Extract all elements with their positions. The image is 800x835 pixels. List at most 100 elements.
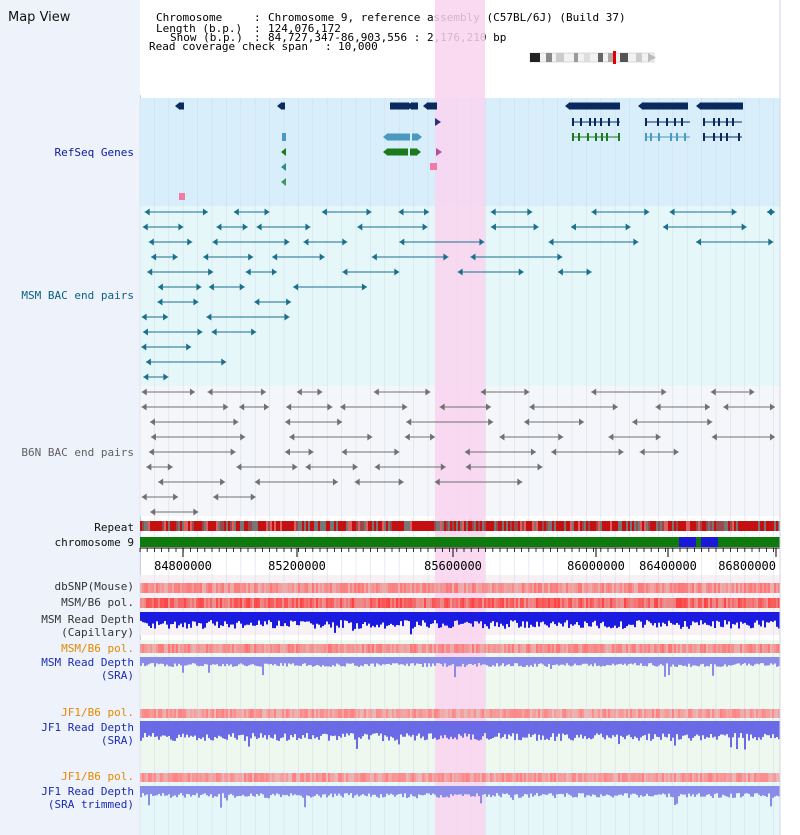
label-jf1-depth-sra-1[interactable]: JF1 Read Depth xyxy=(41,721,134,734)
depth-bar xyxy=(656,657,658,667)
depth-bar xyxy=(522,786,524,797)
polymorphism-cell xyxy=(440,709,442,718)
msm-bac-track[interactable] xyxy=(141,208,775,381)
b6n-bac-pair-end xyxy=(524,388,530,396)
polymorphism-cell xyxy=(280,709,282,718)
label-jf1-b6-pol-2[interactable]: JF1/B6 pol. xyxy=(61,770,134,783)
depth-bar xyxy=(488,657,490,667)
label-dbsnp[interactable]: dbSNP(Mouse) xyxy=(54,580,134,593)
depth-bar xyxy=(168,612,170,629)
depth-bar xyxy=(610,786,612,797)
repeat-mark xyxy=(608,521,610,531)
depth-bar xyxy=(700,721,702,741)
label-b6n-bac[interactable]: B6N BAC end pairs xyxy=(21,446,134,459)
b6n-bac-track[interactable] xyxy=(141,388,775,516)
repeat-mark xyxy=(416,521,418,531)
polymorphism-cell xyxy=(248,583,250,593)
depth-bar xyxy=(324,786,326,795)
polymorphism-cell xyxy=(652,709,654,718)
label-msm-b6-pol-1[interactable]: MSM/B6 pol. xyxy=(61,596,134,609)
read-depth-tracks[interactable] xyxy=(140,612,780,808)
label-jf1-b6-pol-1[interactable]: JF1/B6 pol. xyxy=(61,706,134,719)
repeat-track[interactable] xyxy=(140,521,780,531)
label-chromosome[interactable]: chromosome 9 xyxy=(54,536,134,549)
refseq-genes-track[interactable] xyxy=(175,102,743,200)
depth-bar xyxy=(256,612,258,625)
label-msm-depth-capillary-1[interactable]: MSM Read Depth xyxy=(41,613,134,626)
show-sep: : xyxy=(254,31,261,44)
polymorphism-cell xyxy=(442,598,444,608)
repeat-mark xyxy=(596,521,598,531)
polymorphism-cell xyxy=(318,773,320,782)
b6n-bac-pair-end xyxy=(141,493,147,501)
depth-bar xyxy=(756,721,758,741)
polymorphism-cell xyxy=(344,709,346,718)
polymorphism-cell xyxy=(756,598,758,608)
polymorphism-cell xyxy=(244,709,246,718)
polymorphism-cell xyxy=(378,598,380,608)
depth-bar xyxy=(518,786,520,798)
polymorphism-cell xyxy=(428,773,430,782)
depth-bar xyxy=(734,657,736,665)
polymorphism-cell xyxy=(362,598,364,608)
depth-bar xyxy=(420,612,422,626)
polymorphism-cell xyxy=(152,709,154,718)
label-refseq-genes[interactable]: RefSeq Genes xyxy=(54,146,134,159)
polymorphism-cell xyxy=(200,644,202,653)
depth-bar xyxy=(536,612,538,622)
selection-highlight[interactable] xyxy=(435,0,485,835)
polymorphism-cell xyxy=(164,598,166,608)
label-msm-b6-pol-2[interactable]: MSM/B6 pol. xyxy=(61,642,134,655)
polymorphism-cell xyxy=(560,583,562,593)
polymorphism-cell xyxy=(622,773,624,782)
depth-bar xyxy=(220,786,222,808)
repeat-mark xyxy=(482,521,484,531)
repeat-mark xyxy=(716,521,718,531)
msm-bac-pair-end xyxy=(141,313,147,321)
depth-bar xyxy=(756,612,758,621)
depth-bar xyxy=(216,721,218,739)
polymorphism-cell xyxy=(358,773,360,782)
polymorphism-cell xyxy=(274,598,276,608)
depth-bar xyxy=(770,786,772,807)
depth-bar xyxy=(420,657,422,664)
polymorphism-cell xyxy=(426,598,428,608)
depth-bar xyxy=(612,657,614,664)
chromosome-bar[interactable] xyxy=(140,537,780,547)
polymorphism-cell xyxy=(732,598,734,608)
polymorphism-cell xyxy=(490,598,492,608)
depth-bar xyxy=(722,721,724,735)
polymorphism-cell xyxy=(346,644,348,653)
polymorphism-cell xyxy=(506,709,508,718)
polymorphism-cell xyxy=(574,773,576,782)
depth-bar xyxy=(682,786,684,795)
polymorphism-cell xyxy=(236,583,238,593)
polymorphism-cell xyxy=(734,709,736,718)
depth-bar xyxy=(684,657,686,666)
polymorphism-cell xyxy=(400,598,402,608)
polymorphism-cell xyxy=(266,709,268,718)
label-msm-depth-sra-1[interactable]: MSM Read Depth xyxy=(41,656,134,669)
label-repeat[interactable]: Repeat xyxy=(94,521,134,534)
depth-bar xyxy=(288,786,290,797)
chromosome-ideogram[interactable] xyxy=(529,51,656,64)
heatmap-tracks[interactable] xyxy=(140,583,780,782)
depth-bar xyxy=(374,786,376,795)
msm-bac-pair-end xyxy=(570,223,576,231)
label-jf1-depth-trimmed-1[interactable]: JF1 Read Depth xyxy=(41,785,134,798)
depth-bar xyxy=(720,786,722,798)
polymorphism-cell xyxy=(612,598,614,608)
depth-bar xyxy=(500,786,502,798)
repeat-mark xyxy=(202,521,204,531)
depth-bar xyxy=(776,786,778,796)
label-msm-bac[interactable]: MSM BAC end pairs xyxy=(21,289,134,302)
depth-bar xyxy=(698,612,700,626)
repeat-mark xyxy=(210,521,212,531)
depth-bar xyxy=(458,721,460,734)
depth-bar xyxy=(194,721,196,736)
depth-bar xyxy=(350,721,352,734)
depth-bar xyxy=(702,657,704,664)
polymorphism-cell xyxy=(706,598,708,608)
depth-bar xyxy=(648,657,650,664)
